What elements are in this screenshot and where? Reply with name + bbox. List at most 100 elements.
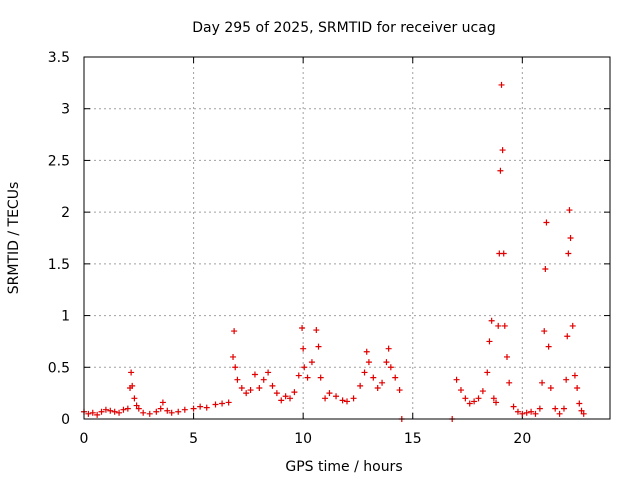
data-point	[503, 353, 510, 360]
data-point	[479, 388, 486, 395]
data-point	[287, 395, 294, 402]
data-point	[576, 400, 583, 407]
data-point	[190, 405, 197, 412]
data-point	[212, 401, 219, 408]
data-point	[175, 408, 182, 415]
data-point	[116, 409, 123, 416]
data-point	[497, 167, 504, 174]
data-point	[350, 395, 357, 402]
data-point	[486, 338, 493, 345]
data-point	[387, 364, 394, 371]
y-tick-label: 1.5	[48, 257, 70, 273]
data-point	[313, 327, 320, 334]
data-point	[578, 407, 585, 414]
data-point	[363, 348, 370, 355]
data-point	[131, 395, 138, 402]
y-tick-label: 1	[61, 309, 70, 325]
data-point	[542, 266, 549, 273]
data-point	[315, 343, 322, 350]
data-point	[301, 364, 308, 371]
x-tick-label: 10	[294, 431, 312, 447]
data-point	[89, 409, 96, 416]
x-tick-label: 0	[80, 431, 89, 447]
data-point	[98, 408, 105, 415]
grid-lines	[84, 57, 610, 419]
data-point	[396, 387, 403, 394]
data-point	[506, 379, 513, 386]
data-point	[385, 345, 392, 352]
data-point	[140, 409, 147, 416]
data-point	[203, 404, 210, 411]
y-tick-label: 0.5	[48, 360, 70, 376]
data-point	[519, 410, 526, 417]
data-point	[157, 405, 164, 412]
data-point	[563, 376, 570, 383]
data-point	[168, 409, 175, 416]
data-point	[580, 410, 587, 417]
data-point	[300, 345, 307, 352]
data-point	[490, 395, 497, 402]
data-point	[567, 235, 574, 241]
y-tick-label: 0	[61, 412, 70, 428]
data-point	[146, 410, 153, 417]
data-point	[247, 387, 254, 394]
data-point	[370, 374, 377, 381]
data-point	[457, 387, 464, 394]
y-axis-label: SRMTID / TECUs	[6, 182, 22, 295]
y-tick-label: 3.5	[48, 50, 70, 66]
data-point	[102, 406, 109, 413]
data-point	[500, 250, 507, 257]
data-point	[282, 393, 289, 400]
data-point	[181, 406, 188, 413]
data-point	[501, 322, 508, 329]
data-point	[243, 390, 250, 397]
data-point	[94, 411, 101, 418]
data-point	[392, 374, 399, 381]
data-point	[571, 372, 578, 379]
data-point	[574, 384, 581, 391]
data-point	[462, 395, 469, 402]
data-point	[361, 369, 368, 376]
y-tick-label: 2.5	[48, 153, 70, 169]
data-point	[488, 317, 495, 324]
x-tick-label: 5	[189, 431, 198, 447]
data-point	[466, 400, 473, 407]
data-point	[514, 408, 521, 415]
data-point	[357, 382, 364, 389]
data-point	[159, 399, 166, 406]
data-point	[260, 376, 267, 383]
data-point	[493, 399, 500, 406]
data-point	[308, 359, 315, 366]
data-point	[564, 333, 571, 340]
data-point	[339, 397, 346, 404]
data-point	[265, 369, 272, 376]
data-point	[453, 376, 460, 383]
chart-title: Day 295 of 2025, SRMTID for receiver uca…	[192, 20, 495, 36]
data-point	[541, 328, 548, 335]
data-point	[273, 390, 280, 397]
data-point	[532, 410, 539, 417]
data-point	[317, 374, 324, 381]
data-point	[552, 405, 559, 412]
data-point	[230, 353, 237, 360]
data-point	[545, 343, 552, 350]
x-tick-label: 20	[513, 431, 531, 447]
data-points	[81, 81, 587, 422]
data-point	[510, 403, 517, 410]
data-point	[135, 405, 142, 412]
data-point	[539, 379, 546, 386]
data-point	[291, 389, 298, 396]
data-point	[107, 407, 114, 414]
plot-frame	[83, 56, 611, 420]
data-point	[256, 384, 263, 391]
x-tick-label: 15	[404, 431, 422, 447]
data-point	[536, 405, 543, 412]
y-tick-label: 3	[61, 102, 70, 118]
data-point	[344, 398, 350, 405]
data-point	[365, 359, 372, 366]
data-point	[383, 359, 390, 366]
data-point	[528, 408, 535, 415]
data-point	[304, 374, 311, 381]
data-point	[129, 382, 136, 389]
